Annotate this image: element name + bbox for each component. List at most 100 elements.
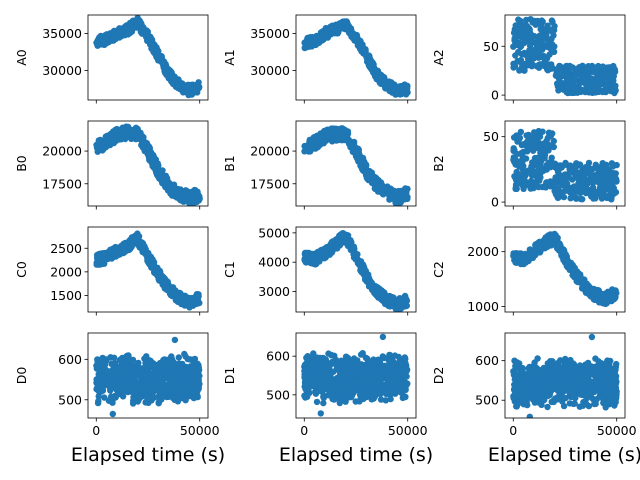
- chart-a2-point: [591, 69, 598, 76]
- chart-b1-point: [402, 185, 409, 192]
- chart-d0-point: [175, 354, 182, 361]
- chart-a0-point: [185, 91, 193, 98]
- chart-c0-point: [163, 286, 171, 294]
- chart-d0-xtick-label: 0: [92, 423, 100, 438]
- chart-b2-point: [518, 150, 525, 157]
- chart-b1-frame: [295, 120, 417, 207]
- chart-b0-point: [163, 179, 170, 186]
- chart-a1-point: [379, 79, 387, 86]
- chart-b2-point: [547, 164, 554, 171]
- chart-a1-ytick-label: 35000: [250, 26, 290, 41]
- chart-c1-point: [315, 254, 322, 261]
- chart-d1-point: [337, 382, 344, 389]
- chart-b2-point: [524, 148, 531, 155]
- chart-d0-point: [166, 364, 173, 371]
- chart-b0-point: [170, 181, 178, 188]
- chart-c0-point: [99, 255, 107, 263]
- chart-b1-point: [362, 169, 369, 176]
- chart-a1-point: [322, 30, 329, 37]
- chart-d0-point: [117, 372, 124, 379]
- chart-d1-point: [344, 362, 351, 370]
- chart-a2-point: [548, 46, 555, 53]
- chart-d0-point: [174, 398, 182, 405]
- chart-b0-point: [110, 139, 117, 146]
- chart-a2-point: [539, 32, 546, 40]
- chart-a2-point: [599, 63, 607, 70]
- chart-b2-point: [515, 158, 522, 166]
- chart-d0-point: [105, 383, 113, 390]
- chart-d1-point: [385, 362, 392, 370]
- chart-b2-point: [584, 169, 591, 176]
- chart-a1-point: [341, 18, 348, 25]
- chart-a2-frame: [504, 14, 626, 101]
- chart-c1-points: [301, 230, 410, 312]
- chart-a0-point: [95, 37, 103, 44]
- chart-c2-point: [520, 255, 528, 263]
- chart-c0-point: [143, 250, 151, 257]
- chart-a0-point: [133, 23, 140, 30]
- chart-b1-point: [308, 138, 315, 146]
- chart-a2-point: [579, 62, 586, 69]
- chart-c2-point: [609, 290, 616, 297]
- chart-b2-point: [543, 181, 550, 188]
- chart-d1-point: [398, 381, 406, 388]
- chart-b1-ytick-label: 17500: [250, 176, 290, 191]
- chart-d0-point: [170, 359, 177, 366]
- chart-b0-point: [186, 191, 194, 198]
- chart-c2-point: [549, 231, 557, 238]
- chart-a2-point: [518, 50, 525, 58]
- chart-c2-points: [510, 230, 620, 308]
- chart-b0-point: [140, 139, 148, 147]
- chart-b2-point: [593, 171, 600, 179]
- chart-c2-ylabel: C2: [431, 261, 446, 278]
- chart-c1-point: [343, 238, 350, 245]
- chart-d1-point: [328, 351, 335, 359]
- chart-d1-point: [386, 379, 393, 386]
- chart-d1-point: [397, 362, 404, 369]
- chart-d1-point: [351, 378, 358, 386]
- chart-c1-point: [362, 272, 369, 279]
- chart-c2-point: [564, 258, 571, 265]
- chart-d0-point: [122, 373, 129, 381]
- chart-d1-point: [370, 360, 378, 367]
- chart-a0-point: [134, 17, 141, 24]
- chart-c2-point: [590, 296, 598, 303]
- chart-c0-point: [149, 262, 157, 269]
- chart-a0-point: [183, 83, 191, 91]
- chart-d0-point: [182, 367, 189, 374]
- chart-a2-point: [538, 62, 545, 69]
- chart-a2-point: [539, 40, 546, 48]
- chart-a2-point: [563, 63, 570, 70]
- chart-b2-point: [576, 183, 584, 190]
- chart-b1-point: [312, 143, 319, 150]
- chart-d0-point: [109, 410, 117, 418]
- chart-d0-point: [115, 380, 123, 387]
- chart-b2-point: [609, 169, 617, 177]
- chart-b1-point: [393, 199, 400, 206]
- chart-d1-point: [356, 398, 363, 405]
- chart-d1-point: [342, 386, 350, 393]
- chart-b2-point: [563, 161, 570, 168]
- chart-a2-point: [510, 64, 517, 71]
- chart-d1-point: [349, 359, 357, 366]
- chart-b0-point: [158, 168, 165, 176]
- chart-c1-point: [371, 289, 378, 297]
- chart-b1-ylabel: B1: [222, 155, 237, 172]
- chart-a1-point: [359, 47, 367, 54]
- chart-d0-point: [175, 360, 183, 367]
- chart-a2-point: [599, 88, 606, 96]
- chart-b2-point: [589, 184, 597, 191]
- chart-d0-point: [119, 367, 127, 374]
- chart-a2-point: [537, 26, 544, 33]
- chart-d0-point: [157, 382, 165, 389]
- chart-c1-point: [395, 306, 402, 312]
- chart-c0-point: [138, 239, 145, 246]
- chart-c1-point: [338, 232, 345, 239]
- chart-a2-point: [547, 26, 554, 34]
- chart-b0-point: [123, 123, 130, 130]
- chart-b2-ylabel: B2: [431, 155, 446, 172]
